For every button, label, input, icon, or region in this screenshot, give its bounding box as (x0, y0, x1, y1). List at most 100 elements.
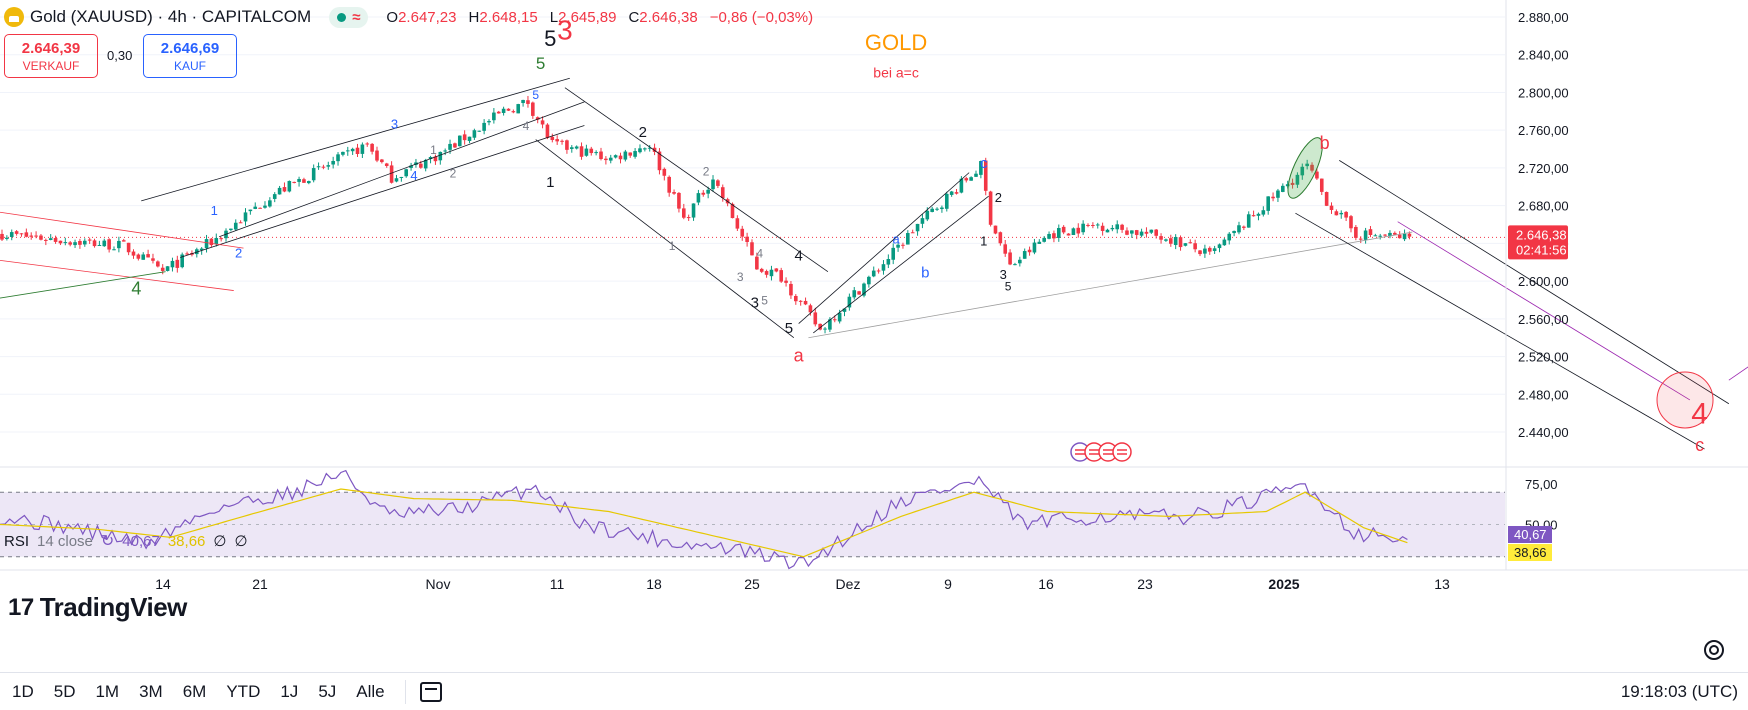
candle-body (828, 319, 832, 330)
trend-line[interactable] (1339, 160, 1730, 405)
timeframe-button[interactable]: 3M (139, 681, 163, 701)
rsi-source-icon[interactable]: ↻ (100, 533, 115, 550)
wave-label: 4 (756, 247, 763, 261)
candle-body (959, 178, 964, 193)
candle-body (1154, 229, 1158, 236)
candle-body (1183, 243, 1188, 246)
trend-line[interactable] (1397, 221, 1691, 401)
highlight-ellipse[interactable] (1281, 133, 1329, 202)
tradingview-mark-icon: 17 (8, 593, 34, 621)
sell-button[interactable]: 2.646,39 VERKAUF (4, 34, 98, 78)
timeframe-button[interactable]: Alle (356, 681, 385, 701)
ohlc-value: 2.645,89 (558, 8, 617, 26)
tradingview-logo[interactable]: 17 TradingView (8, 592, 187, 623)
candle-body (667, 176, 671, 193)
trend-line[interactable] (180, 125, 585, 258)
candle-body (355, 147, 360, 154)
buy-price: 2.646,69 (160, 39, 220, 57)
candle-body (1042, 237, 1046, 242)
candle-body (1159, 236, 1163, 240)
chart-settings-gear-icon[interactable] (1704, 640, 1724, 660)
candle-body (944, 193, 949, 209)
sell-price: 2.646,39 (21, 39, 81, 57)
timeframe-button[interactable]: 5J (318, 681, 337, 701)
trend-line[interactable] (141, 77, 570, 202)
trend-line[interactable] (1728, 229, 1748, 381)
time-axis-tick: Dez (836, 576, 861, 592)
candle-body (1203, 248, 1207, 254)
trend-line[interactable] (808, 231, 1413, 339)
price-axis-tick: 2.800,00 (1518, 85, 1569, 100)
candle-body (1271, 196, 1275, 199)
candle-body (1319, 178, 1324, 192)
timeframe-button[interactable]: 1D (12, 681, 34, 701)
trend-line[interactable] (0, 271, 166, 299)
trend-line[interactable] (535, 139, 795, 339)
candle-body (696, 193, 701, 203)
wave-label: 4 (410, 168, 417, 183)
ohlc-key: H (468, 8, 480, 26)
wave-label: 2 (450, 166, 457, 180)
rsi-legend[interactable]: RSI 14 close ↻ 40,67 38,66 ∅ ∅ (4, 531, 248, 551)
trend-line[interactable] (564, 87, 829, 273)
candle-body (1061, 226, 1066, 233)
trend-line[interactable] (1295, 212, 1705, 450)
candle-body (214, 238, 219, 245)
candle-body (170, 260, 175, 268)
candle-body (472, 130, 477, 138)
candle-body (1407, 233, 1412, 237)
candle-body (248, 209, 253, 212)
candle-body (993, 225, 998, 234)
candle-body (331, 160, 335, 165)
candle-body (764, 271, 769, 275)
candle-body (1134, 230, 1139, 235)
candle-body (165, 266, 170, 271)
candle-body (832, 319, 837, 321)
candle-body (457, 135, 462, 147)
candle-body (39, 235, 43, 240)
timeframe-button[interactable]: 1J (280, 681, 299, 701)
candle-body (871, 270, 876, 277)
candle-body (336, 154, 340, 162)
time-axis-tick: 13 (1434, 576, 1450, 592)
price-axis-tick: 2.560,00 (1518, 312, 1569, 327)
gold-coin-icon (4, 7, 24, 27)
market-status-pill[interactable]: ≈ (329, 6, 369, 28)
candle-body (0, 233, 4, 240)
candle-body (1383, 234, 1387, 236)
candle-body (862, 283, 866, 296)
candle-body (1261, 210, 1266, 215)
candle-body (44, 239, 48, 241)
candle-body (735, 218, 740, 229)
time-axis-tick: 14 (155, 576, 171, 592)
economic-event-icon[interactable] (1112, 442, 1132, 462)
utc-clock[interactable]: 19:18:03 (UTC) (1620, 681, 1738, 701)
buy-button[interactable]: 2.646,69 KAUF (143, 34, 237, 78)
highlight-ellipse[interactable] (1656, 371, 1714, 429)
candle-body (156, 261, 160, 267)
trend-line[interactable] (219, 101, 585, 238)
trend-line[interactable] (798, 172, 970, 324)
wave-label: c (980, 155, 988, 172)
timeframe-button[interactable]: 5D (53, 681, 76, 701)
candle-body (1164, 239, 1168, 241)
trend-line[interactable] (0, 259, 234, 291)
go-to-date-calendar-icon[interactable] (419, 681, 442, 702)
candle-body (818, 323, 822, 330)
candle-body (759, 268, 764, 272)
candle-body (521, 99, 525, 104)
candle-body (1066, 233, 1071, 236)
symbol-title[interactable]: Gold (XAUUSD) · 4h · CAPITALCOM (30, 7, 312, 26)
timeframe-button[interactable]: 6M (182, 681, 207, 701)
timeframe-button[interactable]: YTD (226, 681, 261, 701)
candle-body (1266, 196, 1270, 211)
trend-line[interactable] (813, 195, 989, 334)
candle-body (730, 203, 735, 219)
candle-body (1013, 264, 1017, 266)
price-axis-tick: 2.760,00 (1518, 123, 1569, 138)
timeframe-button[interactable]: 1M (95, 681, 120, 701)
trend-line[interactable] (0, 211, 244, 249)
wave-label: 5 (544, 26, 556, 51)
rsi-ma-badge-text: 38,66 (1514, 545, 1547, 560)
